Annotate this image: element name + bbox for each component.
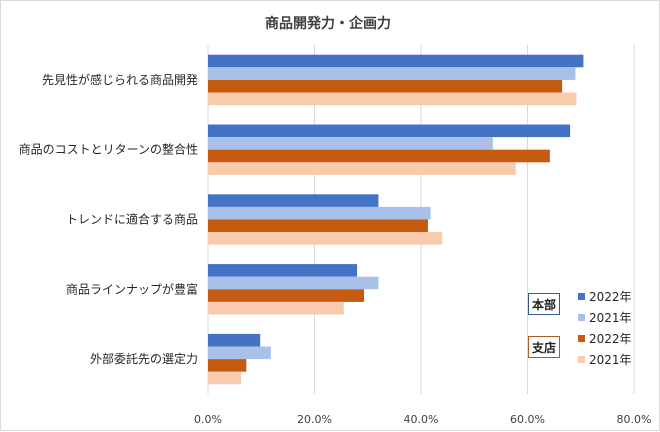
bar-支店-2022年 (208, 79, 563, 93)
legend-swatch (578, 335, 585, 342)
bar-本部-2022年 (208, 264, 358, 277)
legend-group-shiten: 支店 (528, 336, 560, 358)
bar-支店-2021年 (208, 301, 344, 315)
bar-本部-2022年 (208, 194, 379, 207)
legend: 2022年 2021年 2022年 2021年 (578, 290, 632, 367)
x-tick-label: 0.0% (194, 413, 222, 426)
category-label: 先見性が感じられる商品開発 (42, 72, 198, 87)
bar-本部-2021年 (208, 276, 379, 290)
bar-支店-2021年 (208, 162, 516, 175)
legend-group-honbu: 本部 (528, 293, 560, 315)
legend-label: 2021年 (589, 353, 632, 367)
x-tick-labels: 0.0% 20.0% 40.0% 60.0% 80.0% (194, 413, 651, 426)
chart-title: 商品開発力・企画力 (265, 15, 391, 32)
bar-本部-2021年 (208, 137, 493, 150)
bar-支店-2021年 (208, 371, 242, 385)
x-tick-label: 20.0% (297, 413, 332, 426)
bar-支店-2021年 (208, 232, 443, 245)
bar-支店-2022年 (208, 359, 247, 372)
legend-swatch (578, 356, 585, 363)
category-label: 商品ラインナップが豊富 (66, 281, 198, 296)
bar-支店-2022年 (208, 219, 428, 233)
x-tick-label: 40.0% (404, 413, 439, 426)
category-label: 商品のコストとリターンの整合性 (19, 142, 198, 157)
category-label: 外部委託先の選定力 (90, 351, 198, 366)
bar-本部-2021年 (208, 206, 431, 220)
x-tick-label: 60.0% (510, 413, 545, 426)
legend-swatch (578, 293, 585, 300)
bar-本部-2021年 (208, 346, 271, 360)
category-labels: 先見性が感じられる商品開発商品のコストとリターンの整合性トレンドに適合する商品商… (19, 72, 198, 366)
bar-本部-2022年 (208, 124, 571, 138)
legend-label: 2021年 (589, 311, 632, 325)
legend-label: 2022年 (589, 332, 632, 346)
legend-label: 2022年 (589, 290, 632, 304)
bar-支店-2021年 (208, 92, 577, 106)
bar-支店-2022年 (208, 149, 550, 163)
legend-swatch (578, 314, 585, 321)
bar-本部-2022年 (208, 54, 584, 68)
bar-支店-2022年 (208, 289, 365, 302)
bar-本部-2022年 (208, 333, 261, 347)
bars (208, 54, 584, 385)
x-tick-label: 80.0% (617, 413, 652, 426)
category-label: トレンドに適合する商品 (66, 212, 198, 227)
bar-本部-2021年 (208, 67, 576, 80)
